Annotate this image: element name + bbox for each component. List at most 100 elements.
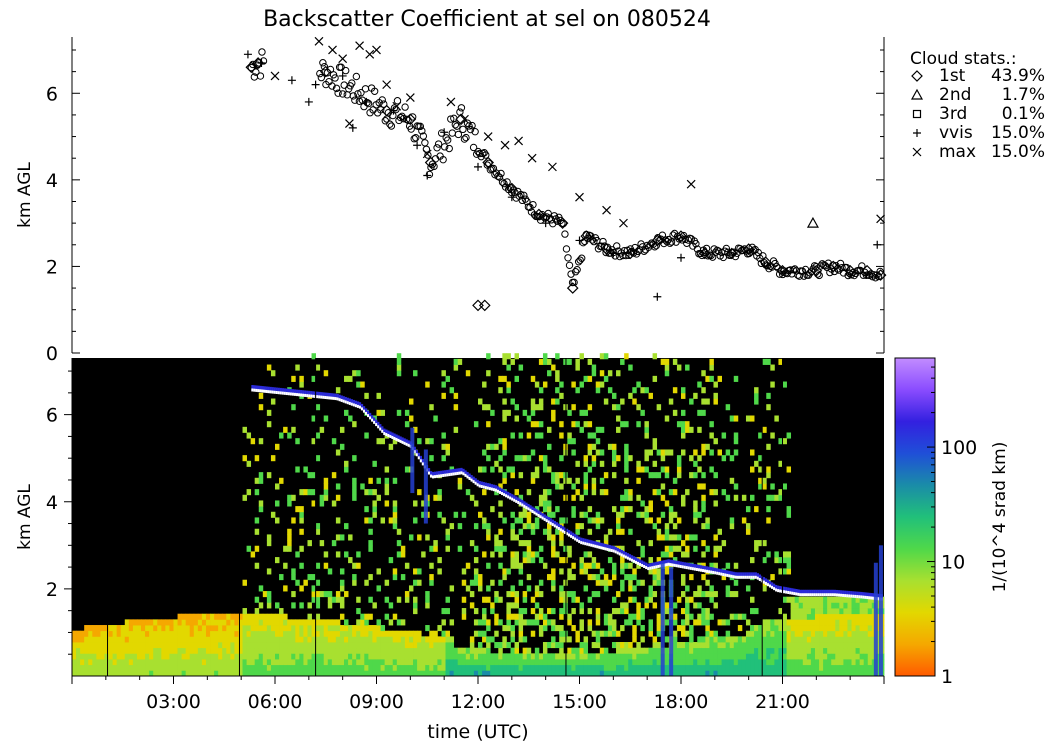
heatmap-cell [250,647,256,654]
cloud-layer-peak [590,543,593,547]
heatmap-cell [193,647,199,654]
heatmap-cell [283,670,288,677]
cloud-layer-peak [762,580,766,584]
heatmap-cell [275,653,280,660]
heatmap-cell [376,647,381,654]
heatmap-cell [205,642,211,649]
cloud-layer-peak [431,475,435,479]
heatmap-cell [323,642,329,649]
heatmap-cell [551,636,556,643]
cloud-layer-cell [600,542,603,549]
heatmap-cell [307,625,312,632]
heatmap-cell [441,432,446,439]
heatmap-cell [717,545,722,552]
heatmap-cell [214,659,219,666]
heatmap-cell [348,642,353,649]
heatmap-cell [214,630,219,637]
heatmap-cell [559,591,564,598]
heatmap-cell [258,653,264,660]
heatmap-cell [242,455,247,462]
heatmap-cell [664,466,670,473]
point-vvis [423,171,432,180]
heatmap-cell [555,472,560,479]
heatmap-cell [526,664,532,671]
heatmap-cell [701,370,706,377]
heatmap-cell [433,647,438,654]
heatmap-cell [522,647,528,654]
point-max [619,218,628,228]
cloud-layer-cell [332,393,335,400]
heatmap-cell [802,642,808,649]
heatmap-cell [335,534,341,541]
heatmap-cell [640,511,645,518]
heatmap-cell [88,636,93,643]
heatmap-cell [624,602,629,609]
heatmap-cell [814,647,820,654]
heatmap-cell [335,483,341,490]
heatmap-cell [372,670,377,677]
heatmap-cell [522,670,528,677]
heatmap-cell [737,659,743,666]
heatmap-cell [356,664,361,671]
heatmap-cell [733,591,739,598]
cloud-layer-cell [624,552,628,559]
heatmap-cell [575,659,580,666]
heatmap-cell [189,664,195,671]
heatmap-cell [701,523,706,530]
cloud-layer-cell [639,559,642,566]
heatmap-cell [181,670,187,677]
cloud-layer-cell [758,574,762,581]
heatmap-cell [197,619,203,626]
heatmap-cell [266,568,272,575]
heatmap-cell [230,647,235,654]
heatmap-cell [514,534,519,541]
cloud-layer-peak [643,565,646,569]
heatmap-cell [185,670,191,677]
heatmap-cell [745,619,751,626]
heatmap-cell [315,664,321,671]
heatmap-cell [672,358,678,365]
heatmap-cell [189,619,195,626]
heatmap-cell [551,511,556,518]
cloud-layer-cell [539,511,542,518]
heatmap-cell [506,619,511,626]
streak [669,567,674,676]
cloud-layer-cell [527,503,530,510]
heatmap-cell [291,664,296,671]
cloud-layer-peak [302,393,305,397]
heatmap-cell [522,664,528,671]
heatmap-cell [396,664,402,671]
heatmap-cell [380,664,386,671]
heatmap-cell [413,608,418,615]
heatmap-cell [429,653,434,660]
cloud-layer-peak [667,562,670,566]
heatmap-cell [275,630,280,637]
heatmap-cell [425,670,430,677]
heatmap-cell [721,619,727,626]
cloud-band-point [364,99,373,108]
heatmap-cell [855,642,861,649]
heatmap-cell [348,653,353,660]
cloud-layer-peak [342,399,345,403]
heatmap-cell [526,432,532,439]
heatmap-cell [648,619,653,626]
heatmap-cell [664,619,670,626]
cloud-layer-peak [785,590,788,594]
heatmap-cell [494,613,499,620]
heatmap-cell [603,653,609,660]
heatmap-cell [806,608,812,615]
heatmap-cell [831,619,836,626]
heatmap-cell [656,472,662,479]
cloud-layer-cell [718,568,721,575]
heatmap-cell [806,613,812,620]
heatmap-cell [157,670,162,677]
heatmap-cell [376,659,381,666]
heatmap-cell [758,625,763,632]
heatmap-cell [555,625,560,632]
heatmap-cell [530,557,536,564]
cloud-layer-cell [641,560,644,567]
heatmap-cell [555,483,560,490]
heatmap-cell [157,625,162,632]
cloud-band-point [739,246,747,254]
heatmap-cell [745,506,751,513]
